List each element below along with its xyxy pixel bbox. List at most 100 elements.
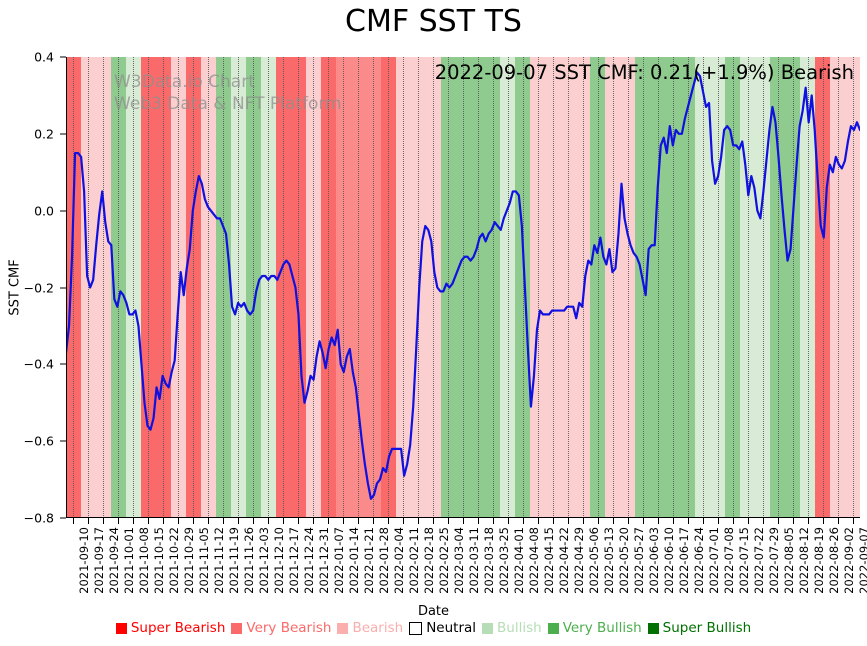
x-tick-mark <box>343 518 345 524</box>
legend-label: Bullish <box>497 620 542 636</box>
band-bearish <box>305 57 321 518</box>
legend-item-super-bullish[interactable]: Super Bullish <box>647 620 751 636</box>
y-tick-mark <box>60 517 66 519</box>
legend-item-very-bullish[interactable]: Very Bullish <box>547 620 642 636</box>
gridline <box>133 57 135 518</box>
x-tick-label: 2022-04-08 <box>526 527 541 594</box>
gridline <box>687 57 689 518</box>
y-tick-mark <box>60 56 66 58</box>
x-tick-mark <box>717 518 719 524</box>
x-tick-mark <box>298 518 300 524</box>
x-tick-mark <box>433 518 435 524</box>
x-tick-mark <box>507 518 509 524</box>
gridline <box>388 57 390 518</box>
x-tick-label: 2022-05-20 <box>616 527 631 594</box>
x-tick-label: 2022-08-19 <box>811 527 826 594</box>
x-tick-label: 2022-03-11 <box>467 527 481 594</box>
x-tick-mark <box>612 518 614 524</box>
y-tick-mark <box>60 133 66 135</box>
legend-label: Neutral <box>426 620 477 636</box>
legend-item-neutral[interactable]: Neutral <box>409 620 476 636</box>
x-tick-label: 2021-09-17 <box>92 527 107 594</box>
gridline <box>103 57 105 518</box>
legend-swatch <box>409 621 423 635</box>
gridline <box>253 57 255 518</box>
x-tick-mark <box>223 518 225 524</box>
x-tick-label: 2022-05-27 <box>631 527 646 594</box>
x-tick-mark <box>747 518 749 524</box>
legend-label: Very Bearish <box>246 620 332 636</box>
gridline <box>268 57 270 518</box>
legend-item-bearish[interactable]: Bearish <box>337 620 403 636</box>
x-tick-label: 2022-02-25 <box>437 527 452 594</box>
legend-swatch <box>482 622 494 634</box>
gridline <box>672 57 674 518</box>
band-very_bearish <box>275 57 306 518</box>
gridline <box>537 57 539 518</box>
legend-item-super-bearish[interactable]: Super Bearish <box>115 620 225 636</box>
x-tick-label: 2021-12-10 <box>272 527 287 594</box>
gridline <box>717 57 719 518</box>
x-tick-label: 2022-01-07 <box>332 527 347 594</box>
x-tick-mark <box>133 518 135 524</box>
band-bearish <box>80 57 111 518</box>
gridline <box>118 57 120 518</box>
x-tick-label: 2022-03-04 <box>452 527 467 594</box>
y-tick-label: −0.8 <box>23 510 54 526</box>
gridline <box>702 57 704 518</box>
x-tick-label: 2021-12-24 <box>302 527 317 594</box>
legend-swatch <box>115 622 127 634</box>
x-tick-mark <box>642 518 644 524</box>
legend-item-very-bearish[interactable]: Very Bearish <box>231 620 331 636</box>
legend-item-bullish[interactable]: Bullish <box>482 620 542 636</box>
x-tick-mark <box>283 518 285 524</box>
gridline <box>433 57 435 518</box>
band-bearish <box>530 57 591 518</box>
x-tick-label: 2021-09-10 <box>77 527 92 594</box>
gridline <box>777 57 779 518</box>
gridline <box>298 57 300 518</box>
x-tick-mark <box>418 518 420 524</box>
x-tick-label: 2022-06-24 <box>691 527 706 594</box>
band-very_bullish <box>770 57 801 518</box>
x-tick-label: 2022-07-01 <box>706 527 721 594</box>
x-tick-label: 2022-08-12 <box>796 527 811 594</box>
gridline <box>732 57 734 518</box>
x-tick-mark <box>328 518 330 524</box>
x-tick-label: 2021-11-19 <box>227 527 242 594</box>
band-very_bullish <box>725 57 741 518</box>
gridline <box>477 57 479 518</box>
x-tick-label: 2022-07-08 <box>721 527 736 594</box>
gridline <box>492 57 494 518</box>
x-tick-label: 2022-09-02 <box>841 527 856 594</box>
x-tick-mark <box>837 518 839 524</box>
x-tick-label: 2021-10-01 <box>122 527 137 594</box>
y-tick-label: −0.4 <box>23 356 54 372</box>
x-tick-label: 2022-06-10 <box>661 527 676 594</box>
x-tick-mark <box>687 518 689 524</box>
legend-swatch <box>337 622 349 634</box>
x-tick-mark <box>552 518 554 524</box>
band-very_bullish <box>590 57 606 518</box>
x-tick-mark <box>627 518 629 524</box>
gridline <box>747 57 749 518</box>
x-tick-mark <box>358 518 360 524</box>
y-axis-title: SST CMF <box>6 57 24 518</box>
x-tick-mark <box>73 518 75 524</box>
x-tick-mark <box>822 518 824 524</box>
x-tick-label: 2022-01-21 <box>362 527 377 594</box>
gridline <box>463 57 464 518</box>
gridline <box>597 57 599 518</box>
band-bullish <box>740 57 771 518</box>
gridline <box>852 57 854 518</box>
x-tick-label: 2022-07-22 <box>751 527 766 594</box>
x-tick-label: 2022-02-11 <box>407 527 422 594</box>
legend-swatch <box>547 622 559 634</box>
x-tick-label: 2021-10-29 <box>182 527 197 594</box>
x-tick-mark <box>313 518 315 524</box>
y-tick-label: −0.2 <box>23 280 54 295</box>
x-tick-mark <box>597 518 599 524</box>
y-axis-title-label: SST CMF <box>7 259 23 316</box>
x-tick-mark <box>702 518 704 524</box>
x-tick-label: 2022-06-03 <box>646 527 661 594</box>
